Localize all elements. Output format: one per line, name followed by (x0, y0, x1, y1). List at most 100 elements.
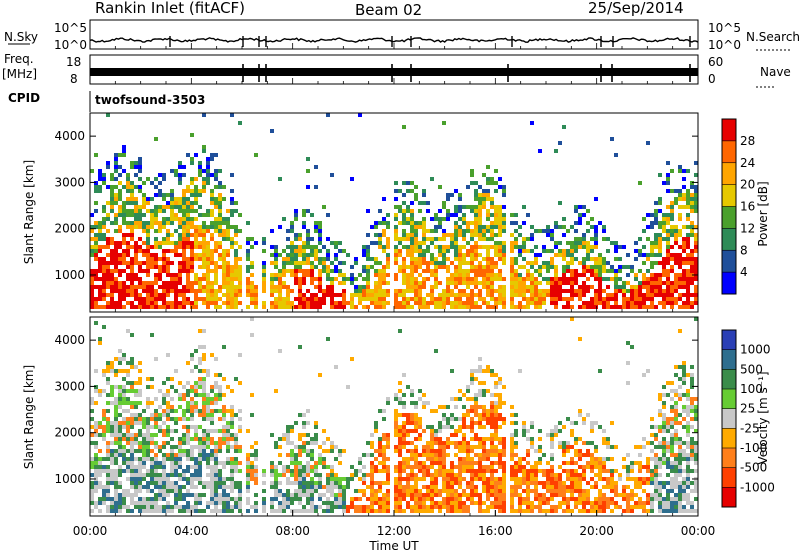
heatmap-cell (410, 225, 414, 229)
heatmap-cell (690, 293, 694, 297)
heatmap-cell (510, 485, 514, 489)
heatmap-cell (230, 289, 234, 293)
heatmap-cell (490, 213, 494, 217)
heatmap-cell (422, 301, 426, 305)
heatmap-cell (94, 153, 98, 157)
heatmap-cell (410, 413, 414, 417)
heatmap-cell (98, 481, 102, 485)
heatmap-cell (370, 505, 374, 509)
heatmap-cell (94, 485, 98, 489)
heatmap-cell (342, 261, 346, 265)
heatmap-cell (462, 421, 466, 425)
heatmap-cell (122, 385, 126, 389)
heatmap-cell (126, 185, 130, 189)
heatmap-cell (234, 241, 238, 245)
heatmap-cell (574, 497, 578, 501)
heatmap-cell (490, 277, 494, 281)
heatmap-cell (154, 305, 158, 309)
heatmap-cell (326, 253, 330, 257)
heatmap-cell (166, 281, 170, 285)
heatmap-cell (298, 297, 302, 301)
heatmap-cell (214, 461, 218, 465)
heatmap-cell (414, 257, 418, 261)
heatmap-cell (438, 441, 442, 445)
heatmap-cell (206, 397, 210, 401)
heatmap-cell (190, 221, 194, 225)
heatmap-cell (538, 269, 542, 273)
heatmap-cell (166, 505, 170, 509)
heatmap-cell (154, 509, 158, 513)
heatmap-cell (318, 461, 322, 465)
heatmap-cell (158, 221, 162, 225)
heatmap-cell (682, 293, 686, 297)
heatmap-cell (374, 481, 378, 485)
heatmap-cell (134, 469, 138, 473)
heatmap-cell (658, 253, 662, 257)
heatmap-cell (150, 449, 154, 453)
heatmap-cell (282, 509, 286, 513)
heatmap-cell (446, 217, 450, 221)
heatmap-cell (382, 217, 386, 221)
heatmap-cell (474, 433, 478, 437)
heatmap-cell (434, 485, 438, 489)
heatmap-cell (310, 457, 314, 461)
heatmap-cell (514, 477, 518, 481)
heatmap-cell (490, 297, 494, 301)
heatmap-cell (434, 349, 438, 353)
heatmap-cell (582, 465, 586, 469)
heatmap-cell (666, 273, 670, 277)
heatmap-cell (206, 409, 210, 413)
heatmap-cell (154, 465, 158, 469)
heatmap-cell (494, 405, 498, 409)
heatmap-cell (450, 433, 454, 437)
heatmap-cell (522, 221, 526, 225)
heatmap-cell (162, 421, 166, 425)
heatmap-cell (246, 497, 250, 501)
heatmap-cell (106, 509, 110, 513)
heatmap-cell (478, 213, 482, 217)
heatmap-cell (510, 269, 514, 273)
heatmap-cell (118, 505, 122, 509)
heatmap-cell (486, 193, 490, 197)
heatmap-cell (634, 297, 638, 301)
heatmap-cell (418, 421, 422, 425)
heatmap-cell (102, 221, 106, 225)
heatmap-cell (486, 509, 490, 513)
heatmap-cell (226, 485, 230, 489)
heatmap-cell (138, 361, 142, 365)
heatmap-cell (154, 501, 158, 505)
heatmap-cell (214, 381, 218, 385)
heatmap-cell (450, 241, 454, 245)
heatmap-cell (238, 445, 242, 449)
heatmap-cell (366, 453, 370, 457)
heatmap-cell (198, 357, 202, 361)
heatmap-cell (666, 257, 670, 261)
heatmap-cell (330, 469, 334, 473)
heatmap-cell (670, 257, 674, 261)
heatmap-cell (494, 429, 498, 433)
heatmap-cell (118, 349, 122, 353)
heatmap-cell (666, 173, 670, 177)
heatmap-cell (230, 481, 234, 485)
heatmap-cell (146, 445, 150, 449)
heatmap-cell (226, 429, 230, 433)
heatmap-cell (410, 277, 414, 281)
heatmap-cell (498, 289, 502, 293)
heatmap-cell (178, 493, 182, 497)
heatmap-cell (430, 253, 434, 257)
heatmap-cell (130, 225, 134, 229)
heatmap-cell (366, 285, 370, 289)
heatmap-cell (210, 489, 214, 493)
heatmap-cell (302, 281, 306, 285)
heatmap-cell (450, 281, 454, 285)
heatmap-cell (438, 489, 442, 493)
heatmap-cell (234, 449, 238, 453)
heatmap-cell (522, 241, 526, 245)
heatmap-cell (114, 441, 118, 445)
heatmap-cell (490, 477, 494, 481)
heatmap-cell (170, 213, 174, 217)
heatmap-cell (138, 217, 142, 221)
heatmap-cell (690, 209, 694, 213)
heatmap-cell (202, 301, 206, 305)
heatmap-cell (382, 305, 386, 309)
